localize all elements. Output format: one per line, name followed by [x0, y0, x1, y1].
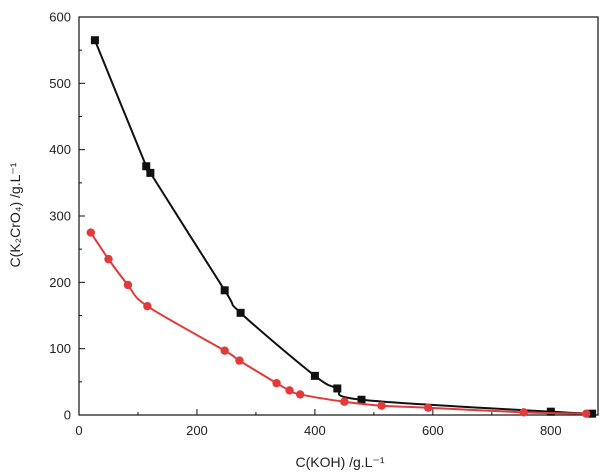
series-1-point [333, 384, 342, 393]
y-tick-label: 200 [49, 275, 71, 290]
plot-frame [78, 16, 599, 416]
series-2-point [272, 378, 281, 388]
series-1-point [146, 168, 155, 177]
series-2-point [582, 409, 591, 418]
y-tick-label: 600 [49, 10, 71, 25]
y-tick-label: 100 [49, 341, 71, 356]
x-tick-label: 800 [540, 423, 562, 438]
y-tick-label: 0 [64, 408, 71, 423]
series-2-point [143, 302, 152, 311]
y-tick-label: 300 [49, 209, 71, 224]
x-tick-label: 600 [422, 423, 444, 438]
series-2-point [423, 403, 433, 412]
x-axis-title: C(KOH) /g.L⁻¹ [295, 454, 384, 470]
series-1-point [220, 286, 229, 295]
series-2-point [340, 397, 349, 406]
series-2-point [220, 346, 229, 355]
y-axis-title: C(K₂CrO₄) /g.L⁻¹ [7, 162, 23, 267]
series-1-point [310, 371, 319, 380]
series-1-point [588, 409, 597, 418]
plot-area: 0 200 400 600 800 0 100 200 300 400 500 600 [49, 10, 599, 438]
x-tick-label: 400 [304, 423, 326, 438]
series-2-point [285, 386, 294, 395]
y-tick-label: 400 [49, 142, 71, 157]
y-tick-label: 500 [49, 76, 71, 91]
x-tick-label: 0 [75, 423, 82, 438]
series-2-point [123, 280, 133, 290]
series-1-point [90, 36, 99, 45]
series-2-point [519, 408, 528, 417]
series-1-point [546, 407, 555, 416]
series-1-line [93, 39, 593, 415]
series-2-point [104, 254, 113, 264]
x-tick-label: 200 [186, 423, 208, 438]
series-2-point [235, 356, 244, 365]
series-2-point [86, 228, 95, 237]
series-2-point [377, 401, 386, 410]
series-1-point [236, 308, 245, 317]
series-2-point [295, 390, 305, 399]
series-1-point [357, 395, 366, 404]
series-1-point [142, 162, 151, 171]
